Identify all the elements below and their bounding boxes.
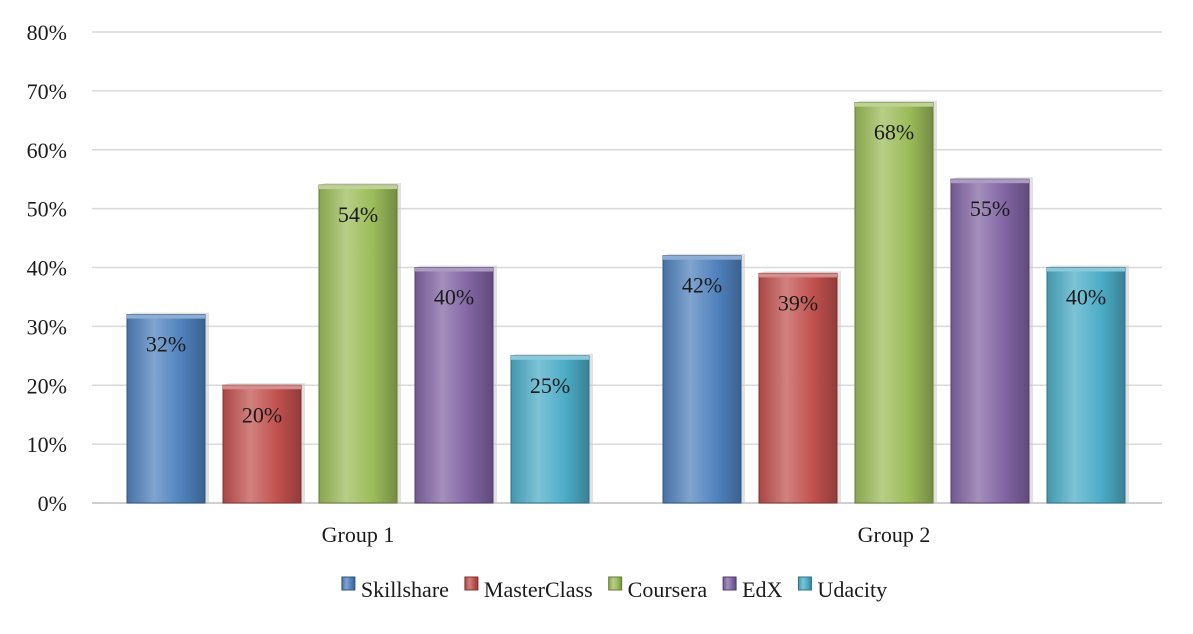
- bar: [222, 383, 305, 504]
- bar-body: [126, 314, 206, 504]
- bar-top: [319, 185, 397, 190]
- y-tick-label: 70%: [27, 79, 67, 104]
- y-tick-label: 10%: [27, 432, 67, 457]
- data-label: 68%: [874, 120, 914, 145]
- y-tick-label: 40%: [27, 256, 67, 281]
- bar-top: [127, 314, 205, 319]
- data-label: 20%: [242, 402, 282, 427]
- bar: [126, 312, 209, 504]
- data-label: 42%: [682, 273, 722, 298]
- legend-swatch: [722, 576, 737, 591]
- bar: [318, 183, 401, 504]
- legend-item: MasterClass: [464, 576, 593, 602]
- bar-body: [510, 355, 590, 504]
- legend-swatch: [797, 576, 812, 591]
- bar-top: [663, 255, 741, 260]
- bar-top: [759, 273, 837, 278]
- bar: [1046, 265, 1129, 504]
- legend-item: Coursera: [608, 576, 708, 602]
- legend-swatch: [608, 576, 623, 591]
- y-axis-ticks: 0% 10% 20% 30% 40% 50% 60% 70% 80%: [27, 20, 67, 516]
- legend-item: EdX: [722, 576, 783, 602]
- y-tick-label: 0%: [38, 491, 67, 516]
- bar-body: [758, 272, 838, 504]
- y-tick-label: 50%: [27, 197, 67, 222]
- legend: Skillshare MasterClass Coursera EdX Udacity: [341, 576, 887, 602]
- bar: [950, 177, 1033, 504]
- bar-body: [318, 184, 398, 504]
- bar: [854, 100, 937, 504]
- bar-top: [1047, 267, 1125, 272]
- data-label: 32%: [146, 332, 186, 357]
- data-label: 55%: [970, 196, 1010, 221]
- data-label: 39%: [778, 290, 818, 315]
- legend-label: EdX: [742, 577, 782, 602]
- bar-top: [223, 385, 301, 390]
- bar: [662, 253, 745, 504]
- bar-body: [950, 178, 1030, 504]
- y-tick-label: 80%: [27, 20, 67, 45]
- legend-label: Coursera: [628, 577, 708, 602]
- y-tick-label: 30%: [27, 314, 67, 339]
- legend-swatch: [464, 576, 479, 591]
- bar-top: [951, 179, 1029, 184]
- bar-top: [415, 267, 493, 272]
- bar-top: [511, 355, 589, 360]
- y-tick-label: 20%: [27, 373, 67, 398]
- x-category-label: Group 2: [858, 522, 931, 547]
- legend-item: Skillshare: [341, 576, 449, 602]
- bar-body: [854, 102, 934, 504]
- y-tick-label: 60%: [27, 138, 67, 163]
- data-label: 54%: [338, 202, 378, 227]
- bar-top: [855, 102, 933, 107]
- bar: [758, 271, 841, 504]
- legend-label: Skillshare: [361, 577, 449, 602]
- data-labels: 32% 20% 54% 40% 25% 42% 39% 68% 55% 40%: [146, 120, 1106, 428]
- bar: [510, 353, 593, 504]
- legend-label: Udacity: [817, 577, 887, 602]
- data-label: 25%: [530, 373, 570, 398]
- data-label: 40%: [434, 285, 474, 310]
- bar-body: [662, 255, 742, 504]
- bar: [414, 265, 497, 504]
- legend-label: MasterClass: [484, 577, 593, 602]
- bars: [126, 100, 1129, 504]
- data-label: 40%: [1066, 285, 1106, 310]
- x-axis: Group 1 Group 2: [322, 522, 931, 547]
- legend-swatch: [341, 576, 356, 591]
- x-category-label: Group 1: [322, 522, 395, 547]
- bar-body: [1046, 267, 1126, 504]
- legend-item: Udacity: [797, 576, 887, 602]
